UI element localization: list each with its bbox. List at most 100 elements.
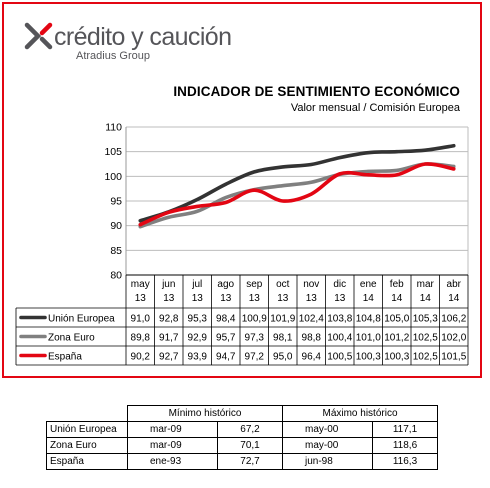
- data-label: 100,4: [327, 332, 352, 343]
- data-label: 89,8: [131, 332, 151, 343]
- data-label: 97,3: [245, 332, 265, 343]
- stats-header-row: Mínimo histórico Máximo histórico: [47, 405, 438, 422]
- data-label: 93,9: [188, 351, 208, 362]
- data-label: 101,9: [270, 313, 295, 324]
- x-tick-label: sep: [246, 279, 263, 290]
- data-label: 95,0: [273, 351, 293, 362]
- x-tick-label: 14: [391, 293, 403, 304]
- x-tick-label: 13: [163, 293, 175, 304]
- data-label: 100,3: [384, 351, 409, 362]
- x-tick-label: 13: [334, 293, 346, 304]
- chart-title: INDICADOR DE SENTIMIENTO ECONÓMICO: [173, 84, 460, 99]
- chart-frame: crédito y caución Atradius Group INDICAD…: [2, 2, 482, 378]
- min-value: 70,1: [217, 437, 283, 454]
- table-row: Zona Euro mar-09 70,1 may-00 118,6: [46, 437, 438, 454]
- x-tick-label: mar: [417, 279, 435, 290]
- data-label: 102,0: [441, 332, 466, 343]
- table-row: España ene-93 72,7 jun-98 116,3: [46, 453, 438, 470]
- max-date: may-00: [282, 421, 373, 438]
- data-label: 102,4: [299, 313, 324, 324]
- data-label: 101,5: [441, 351, 466, 362]
- legend-label: Unión Europea: [48, 313, 115, 324]
- data-label: 101,2: [384, 332, 409, 343]
- max-historic-header: Máximo histórico: [282, 405, 438, 422]
- max-date: jun-98: [282, 453, 373, 470]
- row-name: España: [46, 453, 128, 470]
- chart-subtitle: Valor mensual / Comisión Europea: [290, 102, 460, 114]
- data-label: 94,7: [216, 351, 236, 362]
- line-chart: 80 85 90 95 100 105 110 may 13 jun 13 jul 13 ago 13 se…: [15, 122, 469, 366]
- series-line-1: [138, 162, 456, 229]
- x-tick-label: 13: [249, 293, 261, 304]
- y-tick-label: 105: [104, 146, 122, 158]
- x-tick-label: oct: [276, 279, 290, 290]
- y-tick-label: 110: [105, 122, 122, 134]
- x-tick-label: 13: [192, 293, 204, 304]
- x-tick-label: 14: [363, 293, 375, 304]
- legend-label: España: [48, 351, 82, 362]
- y-tick-label: 100: [104, 171, 122, 183]
- brand-x-icon: [24, 22, 53, 50]
- min-value: 67,2: [217, 421, 283, 438]
- data-label: 97,2: [245, 351, 265, 362]
- y-tick-label: 85: [110, 245, 122, 257]
- data-label: 100,3: [356, 351, 381, 362]
- x-tick-label: ago: [217, 279, 234, 290]
- data-label: 98,1: [273, 332, 293, 343]
- table-row: Unión Europea mar-09 67,2 may-00 117,1: [46, 421, 438, 438]
- data-label: 95,7: [216, 332, 236, 343]
- data-label: 105,0: [384, 313, 409, 324]
- brand-name: crédito y caución: [54, 23, 232, 51]
- x-tick-label: ene: [360, 279, 377, 290]
- max-value: 117,1: [372, 421, 438, 438]
- brand-subtitle: Atradius Group: [76, 50, 150, 62]
- x-tick-label: 14: [420, 293, 432, 304]
- data-label: 91,7: [159, 332, 179, 343]
- data-label: 92,7: [159, 351, 179, 362]
- y-tick-label: 80: [110, 270, 122, 282]
- legend-label: Zona Euro: [48, 332, 95, 343]
- data-label: 92,9: [188, 332, 208, 343]
- x-tick-label: jun: [161, 279, 175, 290]
- x-tick-label: feb: [390, 279, 404, 290]
- data-label: 100,5: [327, 351, 352, 362]
- x-tick-label: 13: [135, 293, 147, 304]
- x-tick-label: 14: [448, 293, 460, 304]
- min-historic-header: Mínimo histórico: [127, 405, 283, 422]
- data-label: 106,2: [441, 313, 466, 324]
- data-label: 100,9: [242, 313, 267, 324]
- x-tick-label: 13: [306, 293, 318, 304]
- data-label: 98,8: [302, 332, 322, 343]
- x-tick-label: may: [131, 279, 150, 290]
- data-label: 102,5: [413, 351, 438, 362]
- row-name: Unión Europea: [46, 421, 128, 438]
- x-tick-label: dic: [333, 279, 346, 290]
- min-date: mar-09: [127, 421, 218, 438]
- row-name: Zona Euro: [46, 437, 128, 454]
- min-date: mar-09: [127, 437, 218, 454]
- max-value: 118,6: [372, 437, 438, 454]
- y-tick-label: 95: [110, 196, 122, 208]
- data-label: 102,5: [413, 332, 438, 343]
- data-label: 92,8: [159, 313, 179, 324]
- min-value: 72,7: [217, 453, 283, 470]
- x-tick-label: jul: [191, 279, 202, 290]
- data-label: 91,0: [131, 313, 151, 324]
- x-tick-label: 13: [220, 293, 232, 304]
- x-tick-label: abr: [447, 279, 462, 290]
- min-date: ene-93: [127, 453, 218, 470]
- y-tick-label: 90: [110, 220, 122, 232]
- data-label: 95,3: [188, 313, 208, 324]
- x-tick-label: nov: [303, 279, 319, 290]
- historical-stats-table: Mínimo histórico Máximo histórico Unión …: [46, 405, 438, 470]
- max-value: 116,3: [372, 453, 438, 470]
- data-label: 98,4: [216, 313, 236, 324]
- data-label: 101,0: [356, 332, 381, 343]
- series-line-2: [138, 162, 456, 227]
- data-label: 103,8: [327, 313, 352, 324]
- data-label: 96,4: [302, 351, 322, 362]
- data-label: 90,2: [131, 351, 151, 362]
- x-tick-label: 13: [277, 293, 289, 304]
- data-label: 105,3: [413, 313, 438, 324]
- series-line-0: [138, 143, 456, 223]
